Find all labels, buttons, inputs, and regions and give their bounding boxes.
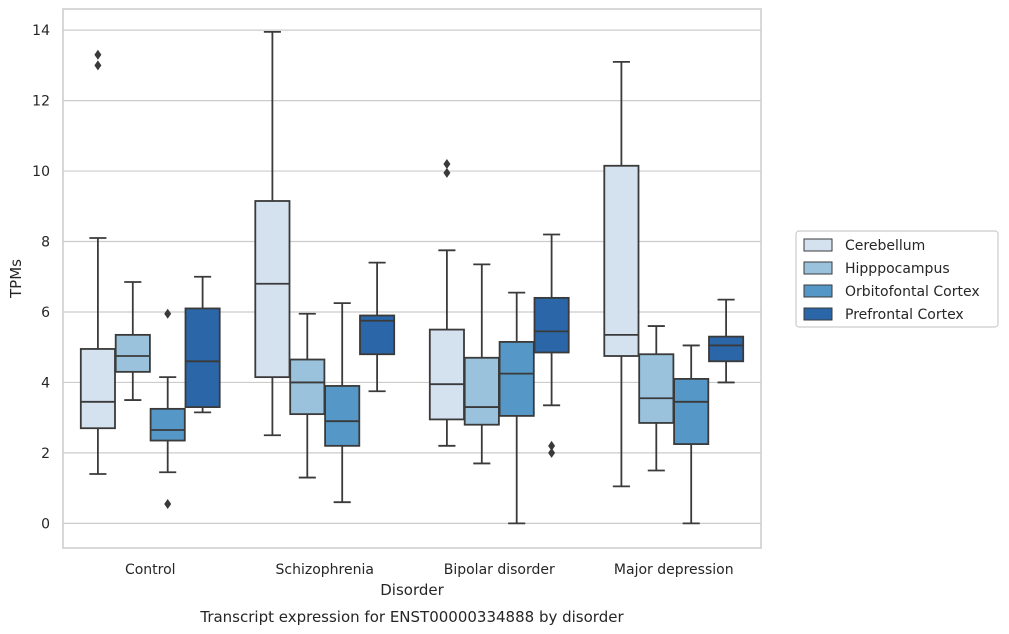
legend-label: Orbitofontal Cortex — [845, 284, 980, 300]
x-tick-label: Bipolar disorder — [444, 562, 555, 578]
box-body — [428, 328, 465, 421]
box-body — [708, 335, 745, 363]
legend-swatch — [803, 238, 833, 252]
outlier-point — [548, 440, 556, 451]
y-tick-label: 4 — [41, 375, 50, 391]
box — [533, 233, 570, 458]
box-body — [289, 358, 326, 416]
box-body — [603, 164, 640, 357]
outlier-point — [94, 49, 102, 60]
y-tick-label: 8 — [41, 235, 50, 251]
legend-label: Hipppocampus — [845, 261, 950, 277]
box — [289, 312, 326, 479]
y-tick-label: 12 — [32, 94, 50, 110]
box — [184, 275, 221, 414]
box — [324, 302, 361, 504]
outlier-point — [443, 167, 451, 178]
box-body — [533, 296, 570, 354]
box-body — [463, 356, 500, 426]
legend-swatch — [803, 261, 833, 275]
box-body — [324, 385, 361, 447]
legend-item: Orbitofontal Cortex — [803, 284, 980, 300]
y-tick-label: 10 — [32, 164, 50, 180]
x-tick-label: Schizophrenia — [276, 562, 374, 578]
y-tick-label: 2 — [41, 446, 50, 462]
x-tick-label: Major depression — [614, 562, 734, 578]
box — [638, 325, 675, 472]
box-body — [498, 341, 535, 417]
box-body — [673, 378, 710, 445]
box — [603, 60, 640, 488]
box — [428, 159, 465, 447]
legend-item: Hipppocampus — [803, 261, 950, 277]
y-tick-label: 6 — [41, 305, 50, 321]
outlier-point — [94, 60, 102, 71]
box — [498, 291, 535, 525]
legend-item: Prefrontal Cortex — [803, 307, 964, 323]
y-tick-label: 0 — [41, 516, 50, 532]
outlier-point — [443, 159, 451, 170]
box — [463, 263, 500, 465]
box-body — [254, 200, 291, 379]
outlier-point — [548, 447, 556, 458]
box-body — [149, 407, 186, 442]
legend-label: Cerebellum — [845, 238, 925, 254]
x-tick-label: Control — [125, 562, 176, 578]
outlier-point — [164, 498, 172, 509]
box — [114, 281, 151, 401]
box-body — [114, 333, 151, 373]
x-axis-ticks: Control Schizophrenia Bipolar disorder Majo… — [125, 562, 734, 578]
legend-item: Cerebellum — [803, 238, 925, 254]
legend-swatch — [803, 307, 833, 321]
box — [79, 49, 116, 475]
box-body — [359, 314, 396, 356]
box — [708, 298, 745, 384]
box — [673, 344, 710, 525]
box-series — [79, 30, 745, 525]
gridlines — [63, 29, 761, 524]
y-axis-label: TPMs — [7, 259, 25, 299]
plot-frame — [62, 8, 762, 549]
legend-swatch — [803, 284, 833, 298]
box — [359, 261, 396, 393]
box-body — [184, 307, 221, 408]
box-body — [638, 353, 675, 424]
box — [149, 308, 186, 509]
y-tick-label: 14 — [32, 23, 50, 39]
box — [254, 30, 291, 437]
legend-label: Prefrontal Cortex — [845, 307, 964, 323]
x-axis-label: Disorder — [380, 581, 444, 599]
legend-frame — [795, 230, 999, 328]
legend: Cerebellum Hipppocampus Orbitofontal Corte… — [795, 230, 999, 328]
chart-caption: Transcript expression for ENST0000033488… — [199, 608, 624, 626]
box-body — [79, 348, 116, 430]
y-axis-ticks: 0 2 4 6 8 10 12 14 — [32, 23, 50, 532]
outlier-point — [164, 308, 172, 319]
